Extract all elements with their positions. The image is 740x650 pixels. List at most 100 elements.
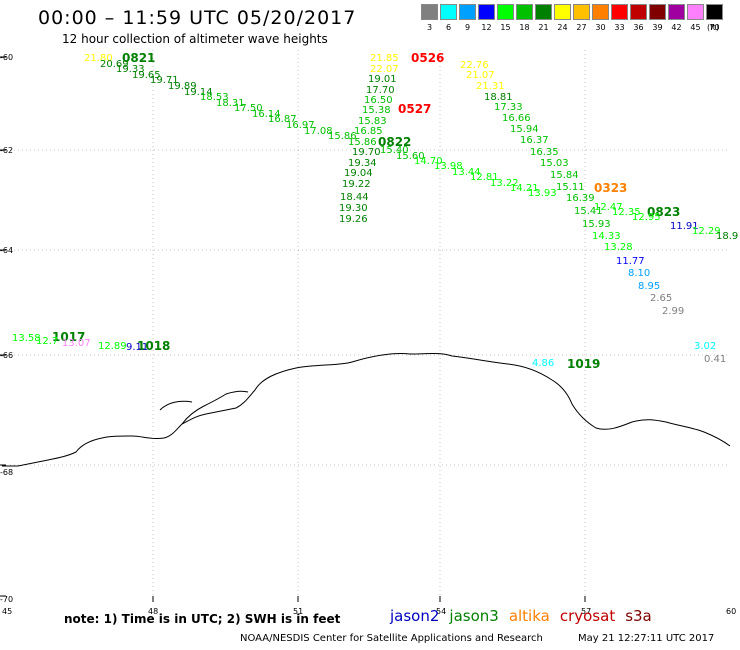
- legend-swatch: [706, 4, 723, 20]
- wave-value: 16.14: [252, 109, 281, 120]
- legend-unit: (ft): [706, 23, 720, 32]
- legend-swatch-label: 30: [595, 23, 606, 32]
- legend-swatch-label: 42: [671, 23, 682, 32]
- lon-label: 54: [436, 607, 446, 616]
- wave-value: 19.22: [342, 179, 371, 190]
- pass-id: 0323: [594, 181, 627, 195]
- legend-swatch: [440, 4, 457, 20]
- legend-swatch: [668, 4, 685, 20]
- wave-value: 17.33: [494, 102, 523, 113]
- wave-value: 16.39: [566, 193, 595, 204]
- wave-value: 21.80: [84, 53, 113, 64]
- pass-id: 1017: [52, 330, 85, 344]
- wave-value: 12.81: [470, 172, 499, 183]
- legend-swatch: [592, 4, 609, 20]
- wave-value: 14.33: [592, 231, 621, 242]
- wave-value: 17.50: [234, 103, 263, 114]
- credit-line: NOAA/NESDIS Center for Satellite Applica…: [240, 633, 543, 644]
- generated-timestamp: May 21 12:27:11 UTC 2017: [578, 633, 715, 644]
- wave-value: 19.14: [184, 87, 213, 98]
- wave-value: 12.29: [692, 226, 721, 237]
- legend-swatch: [630, 4, 647, 20]
- wave-value: 20.69: [100, 59, 129, 70]
- legend-swatch-label: 33: [614, 23, 625, 32]
- wave-value: 17.70: [366, 85, 395, 96]
- wave-value: 12.7: [36, 336, 58, 347]
- wave-value: 19.65: [132, 70, 161, 81]
- wave-value: 16.66: [502, 113, 531, 124]
- wave-value: 3.02: [694, 341, 716, 352]
- pass-id: 0821: [122, 51, 155, 65]
- wave-value: 18.81: [484, 92, 513, 103]
- wave-value: 16.85: [354, 126, 383, 137]
- wave-value: 17.08: [304, 126, 333, 137]
- legend-swatch: [535, 4, 552, 20]
- wave-value: 9.11: [126, 342, 148, 353]
- wave-value: 15.93: [582, 219, 611, 230]
- lat-label: -66: [0, 351, 13, 360]
- wave-value: 16.50: [364, 95, 393, 106]
- wave-value: 12.47: [594, 202, 623, 213]
- wave-value: 8.95: [638, 281, 660, 292]
- wave-value: 19.30: [339, 203, 368, 214]
- legend-swatch: [573, 4, 590, 20]
- pass-id: 0527: [398, 102, 431, 116]
- wave-value: 15.11: [556, 182, 585, 193]
- wave-value: 19.71: [150, 75, 179, 86]
- legend-swatch-label: 39: [652, 23, 663, 32]
- wave-value: 16.35: [530, 147, 559, 158]
- wave-value: 19.04: [344, 168, 373, 179]
- lon-label: 57: [581, 607, 591, 616]
- wave-value: 15.03: [540, 158, 569, 169]
- legend-swatch: [459, 4, 476, 20]
- legend-swatch-label: 21: [538, 23, 549, 32]
- wave-value: 2.65: [650, 293, 672, 304]
- legend-swatch-label: 27: [576, 23, 587, 32]
- lon-label: 60: [726, 607, 736, 616]
- satellite-legend: jason2 jason3 altika cryosat s3a: [390, 607, 662, 625]
- wave-value: 15.86: [328, 131, 357, 142]
- wave-value: 15.84: [550, 170, 579, 181]
- map-subtitle: 12 hour collection of altimeter wave hei…: [62, 32, 328, 46]
- wave-value: 21.31: [476, 81, 505, 92]
- wave-value: 11.77: [616, 256, 645, 267]
- legend-swatch: [687, 4, 704, 20]
- legend-swatch: [516, 4, 533, 20]
- pass-id: 0823: [647, 205, 680, 219]
- wave-value: 13.44: [452, 167, 481, 178]
- wave-value: 18.44: [340, 192, 369, 203]
- wave-value: 13.93: [528, 188, 557, 199]
- legend-swatch-label: 15: [500, 23, 511, 32]
- legend-swatch-label: 18: [519, 23, 530, 32]
- wave-value: 21.07: [466, 70, 495, 81]
- wave-value: 19.70: [352, 147, 381, 158]
- wave-value: 4.86: [532, 358, 554, 369]
- lon-labels: 45 48 51 54 57 60: [2, 607, 736, 616]
- lat-label: -64: [0, 246, 13, 255]
- legend-swatch: [649, 4, 666, 20]
- wave-value: 22.76: [460, 60, 489, 71]
- legend-swatch-label: 3: [426, 23, 433, 32]
- wave-value: 15.83: [358, 116, 387, 127]
- legend-swatch-label: 70: [709, 23, 720, 32]
- pass-id: 1019: [567, 357, 600, 371]
- legend-swatch: [554, 4, 571, 20]
- coastline-west: [2, 389, 256, 467]
- wave-value: 13.07: [62, 338, 91, 349]
- wave-value: 22.07: [370, 64, 399, 75]
- lat-label: -70: [0, 595, 13, 604]
- footnote: note: 1) Time is in UTC; 2) SWH is in fe…: [64, 612, 341, 626]
- satellite-name: s3a: [625, 607, 652, 625]
- wave-value: 18.31: [216, 98, 245, 109]
- legend-swatch: [421, 4, 438, 20]
- wave-value: 8.10: [628, 268, 650, 279]
- lon-label: 45: [2, 607, 12, 616]
- legend-swatch-label: 45: [690, 23, 701, 32]
- wave-value: 15.40: [380, 145, 409, 156]
- lat-label: -60: [0, 53, 13, 62]
- wave-value: 19.89: [168, 81, 197, 92]
- wave-value: 15.60: [396, 151, 425, 162]
- lat-labels: -60 -62 -64 -66 -68 -70: [0, 53, 13, 604]
- pass-id: 0526: [411, 51, 444, 65]
- wave-value: 13.28: [604, 242, 633, 253]
